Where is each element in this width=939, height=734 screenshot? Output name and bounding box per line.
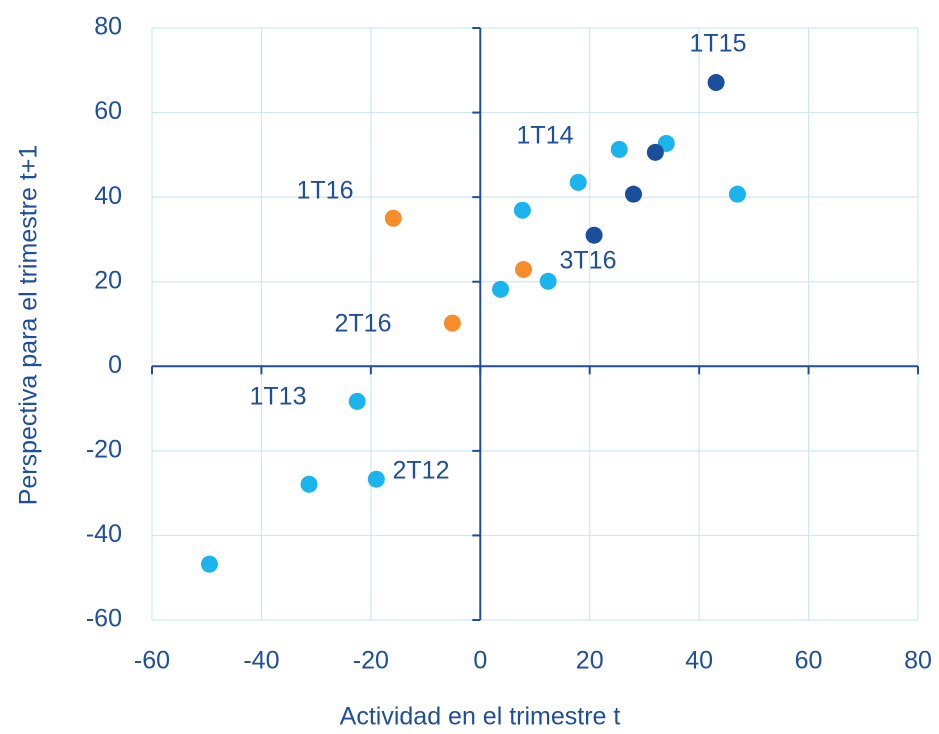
x-tick-label: -40: [243, 647, 279, 675]
point: [728, 185, 746, 203]
point: [367, 470, 385, 488]
annotation: 1T13: [250, 383, 307, 411]
point: [646, 143, 664, 161]
point: [443, 314, 461, 332]
point: [569, 173, 587, 191]
x-tick-label: 40: [685, 647, 713, 675]
x-tick-label: 0: [473, 647, 487, 675]
point: [539, 272, 557, 290]
point: [492, 280, 510, 298]
point: [707, 74, 725, 92]
annotation: 1T15: [690, 30, 747, 58]
annotation: 2T12: [393, 457, 450, 485]
y-tick-label: -20: [86, 435, 122, 463]
x-tick-label: -20: [353, 647, 389, 675]
annotation: 1T16: [297, 177, 354, 205]
annotation: 1T14: [517, 122, 574, 150]
point: [348, 392, 366, 410]
x-tick-label: -60: [134, 647, 170, 675]
y-tick-label: 0: [108, 351, 122, 379]
point: [200, 555, 218, 573]
y-axis-label: Perspectiva para el trimestre t+1: [15, 145, 43, 506]
point: [624, 185, 642, 203]
x-tick-label: 60: [795, 647, 823, 675]
point: [300, 475, 318, 493]
point: [513, 201, 531, 219]
annotation: 3T16: [560, 247, 617, 275]
point: [515, 260, 533, 278]
y-tick-label: 40: [94, 182, 122, 210]
x-tick-label: 20: [576, 647, 604, 675]
point: [585, 226, 603, 244]
x-tick-label: 80: [904, 647, 932, 675]
y-tick-label: 60: [94, 97, 122, 125]
y-tick-label: 80: [94, 13, 122, 41]
point: [384, 209, 402, 227]
y-tick-label: -60: [86, 605, 122, 633]
y-tick-label: 20: [94, 266, 122, 294]
x-axis-label: Actividad en el trimestre t: [340, 703, 621, 731]
annotation: 2T16: [335, 310, 392, 338]
y-tick-label: -40: [86, 520, 122, 548]
point: [610, 140, 628, 158]
